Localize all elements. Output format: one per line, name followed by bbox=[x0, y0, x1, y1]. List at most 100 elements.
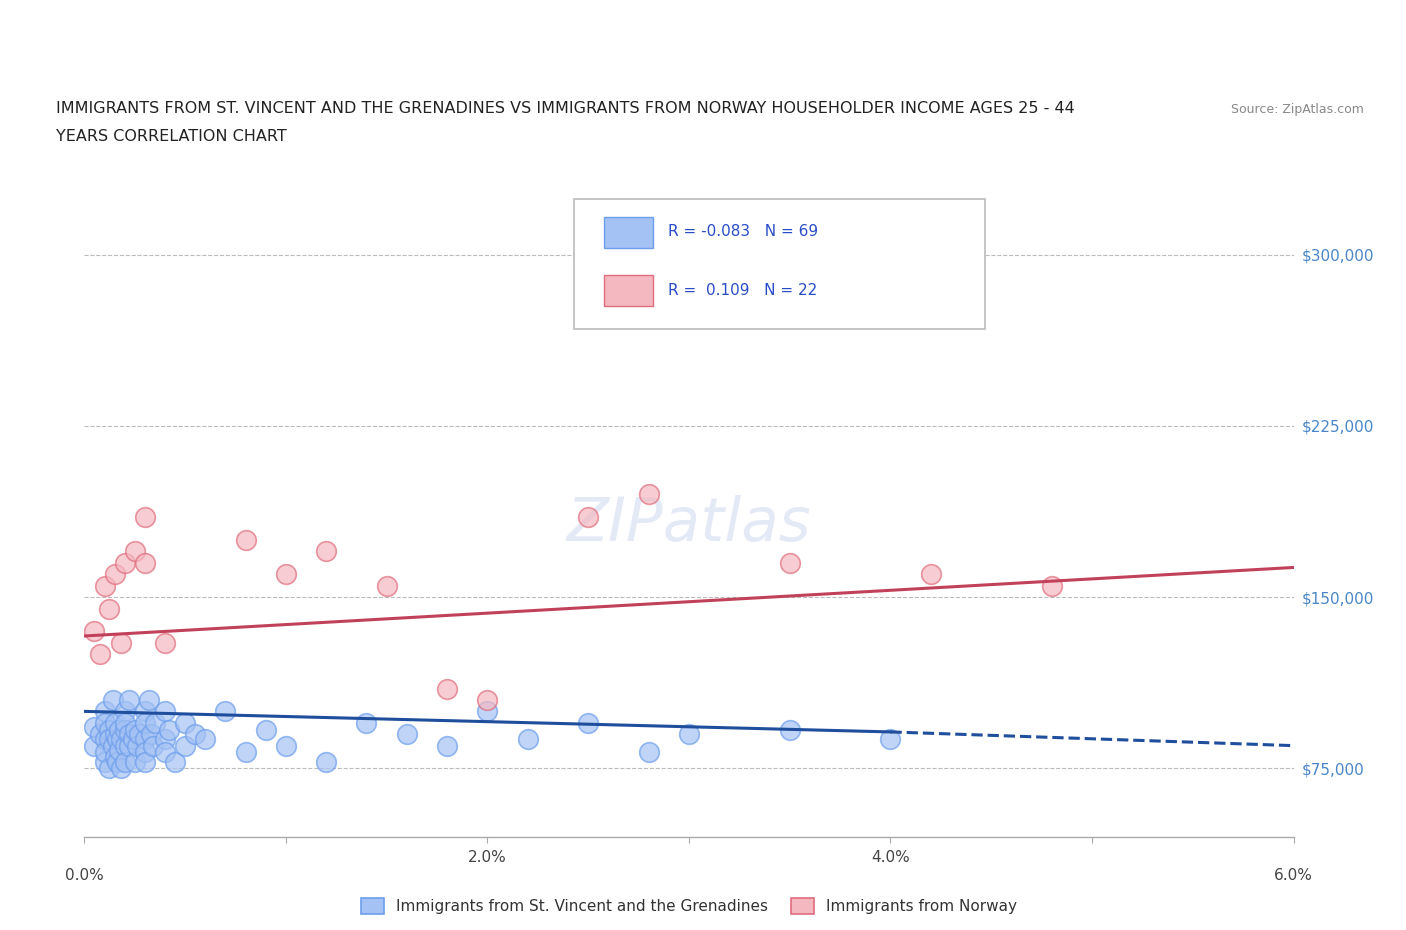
Point bbox=[375, 578, 398, 593]
Point bbox=[274, 567, 297, 582]
Point bbox=[153, 731, 176, 746]
Point bbox=[93, 745, 115, 760]
Point bbox=[134, 754, 156, 769]
Point bbox=[138, 693, 160, 708]
Point bbox=[1040, 578, 1063, 593]
Point bbox=[678, 726, 700, 741]
Point bbox=[395, 726, 418, 741]
Point bbox=[93, 715, 115, 730]
Point bbox=[143, 715, 166, 730]
Point bbox=[124, 723, 146, 737]
Point bbox=[114, 754, 136, 769]
Text: R = -0.083   N = 69: R = -0.083 N = 69 bbox=[668, 224, 818, 239]
Point bbox=[477, 693, 499, 708]
Point bbox=[124, 754, 146, 769]
Point bbox=[134, 555, 156, 570]
Text: ZIPatlas: ZIPatlas bbox=[567, 495, 811, 554]
Point bbox=[254, 723, 277, 737]
Point bbox=[779, 555, 801, 570]
Point bbox=[110, 761, 132, 776]
Point bbox=[114, 723, 136, 737]
Text: Source: ZipAtlas.com: Source: ZipAtlas.com bbox=[1230, 103, 1364, 116]
Point bbox=[97, 761, 120, 776]
Point bbox=[124, 544, 146, 559]
Point bbox=[153, 704, 176, 719]
Point bbox=[114, 555, 136, 570]
Point bbox=[93, 704, 115, 719]
Point bbox=[104, 567, 127, 582]
Point bbox=[83, 720, 105, 735]
Point bbox=[315, 544, 337, 559]
Point bbox=[165, 754, 187, 769]
Text: YEARS CORRELATION CHART: YEARS CORRELATION CHART bbox=[56, 129, 287, 144]
Point bbox=[576, 715, 599, 730]
Point bbox=[104, 750, 127, 764]
Point bbox=[134, 715, 156, 730]
Point bbox=[105, 754, 128, 769]
Point bbox=[356, 715, 378, 730]
Point bbox=[134, 745, 156, 760]
Point bbox=[436, 738, 458, 753]
Point bbox=[879, 731, 901, 746]
Point bbox=[118, 726, 141, 741]
Point bbox=[89, 647, 111, 662]
Point bbox=[157, 723, 180, 737]
Point bbox=[779, 723, 801, 737]
FancyBboxPatch shape bbox=[605, 217, 652, 248]
Point bbox=[114, 715, 136, 730]
Point bbox=[114, 738, 136, 753]
Point bbox=[214, 704, 236, 719]
Point bbox=[93, 754, 115, 769]
Point bbox=[125, 738, 148, 753]
Point bbox=[174, 738, 197, 753]
Point bbox=[274, 738, 297, 753]
Point bbox=[920, 567, 942, 582]
Point bbox=[83, 624, 105, 639]
Point bbox=[110, 635, 132, 650]
Point bbox=[637, 745, 659, 760]
Text: R =  0.109   N = 22: R = 0.109 N = 22 bbox=[668, 283, 818, 298]
Text: 0.0%: 0.0% bbox=[65, 868, 104, 883]
Point bbox=[101, 738, 124, 753]
Point bbox=[97, 601, 120, 616]
FancyBboxPatch shape bbox=[605, 275, 652, 307]
Point bbox=[235, 533, 257, 548]
Text: IMMIGRANTS FROM ST. VINCENT AND THE GRENADINES VS IMMIGRANTS FROM NORWAY HOUSEHO: IMMIGRANTS FROM ST. VINCENT AND THE GREN… bbox=[56, 101, 1076, 116]
Point bbox=[101, 693, 124, 708]
Point bbox=[637, 487, 659, 502]
Point bbox=[184, 726, 207, 741]
Point bbox=[107, 723, 129, 737]
Point bbox=[97, 723, 120, 737]
Point bbox=[121, 731, 143, 746]
Point bbox=[139, 726, 162, 741]
Point bbox=[134, 731, 156, 746]
Point bbox=[110, 731, 132, 746]
Point bbox=[436, 681, 458, 696]
Point bbox=[142, 738, 165, 753]
Point bbox=[104, 715, 127, 730]
Point bbox=[477, 704, 499, 719]
Point bbox=[516, 731, 538, 746]
Point bbox=[315, 754, 337, 769]
FancyBboxPatch shape bbox=[574, 199, 986, 329]
Point bbox=[107, 743, 129, 758]
Point bbox=[235, 745, 257, 760]
Point bbox=[89, 726, 111, 741]
Point bbox=[194, 731, 217, 746]
Text: 6.0%: 6.0% bbox=[1274, 868, 1313, 883]
Point bbox=[576, 510, 599, 525]
Point bbox=[114, 704, 136, 719]
Point bbox=[153, 745, 176, 760]
Point bbox=[153, 635, 176, 650]
Point bbox=[104, 726, 127, 741]
Point bbox=[83, 738, 105, 753]
Point bbox=[118, 738, 141, 753]
Point bbox=[134, 704, 156, 719]
Point bbox=[93, 578, 115, 593]
Point bbox=[118, 693, 141, 708]
Point bbox=[93, 731, 115, 746]
Point bbox=[105, 731, 128, 746]
Legend: Immigrants from St. Vincent and the Grenadines, Immigrants from Norway: Immigrants from St. Vincent and the Gren… bbox=[354, 892, 1024, 921]
Point bbox=[97, 731, 120, 746]
Point bbox=[128, 726, 150, 741]
